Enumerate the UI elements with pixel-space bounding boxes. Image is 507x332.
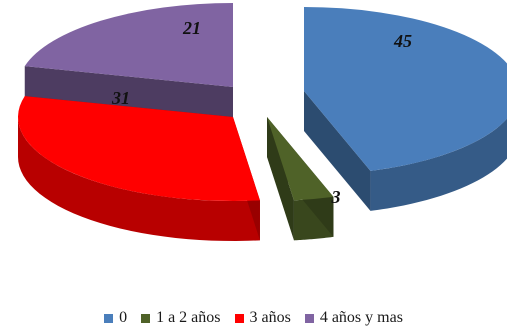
legend-label-1: 1 a 2 años — [156, 309, 221, 326]
legend-label-2: 3 años — [249, 309, 291, 326]
data-label-2: 31 — [111, 88, 130, 108]
pie-slice-wall-0-1 — [304, 91, 371, 211]
pie-slice-side-2 — [18, 117, 260, 241]
legend-swatch-1 — [141, 313, 151, 323]
legend-item-1: 1 a 2 años — [141, 309, 221, 327]
pie-slice-top-2 — [17, 96, 260, 202]
pie-slice-wall-3-0 — [24, 66, 233, 127]
pie-slice-side-0 — [370, 118, 507, 211]
pie-slice-top-0 — [304, 7, 507, 171]
pie-slice-2 — [17, 96, 260, 241]
pie-slice-3 — [24, 3, 233, 127]
pie-slice-1 — [267, 117, 334, 241]
pie-slice-0 — [304, 7, 507, 211]
legend-item-3: 4 años y mas — [304, 309, 403, 327]
legend-swatch-0 — [104, 313, 114, 323]
legend-item-0: 0 — [104, 309, 127, 327]
legend-swatch-3 — [304, 313, 314, 323]
pie-slice-top-3 — [24, 3, 233, 87]
legend: 0 1 a 2 años 3 años 4 años y mas — [0, 308, 507, 328]
data-label-0: 45 — [393, 31, 412, 51]
legend-label-0: 0 — [119, 309, 128, 326]
legend-item-2: 3 años — [234, 309, 291, 327]
data-label-3: 21 — [182, 18, 201, 38]
pie-slice-wall-1-1 — [267, 117, 294, 241]
data-label-1: 3 — [331, 187, 341, 207]
legend-swatch-2 — [234, 313, 244, 323]
pie-slice-top-1 — [267, 117, 334, 201]
legend-label-3: 4 años y mas — [319, 309, 403, 326]
